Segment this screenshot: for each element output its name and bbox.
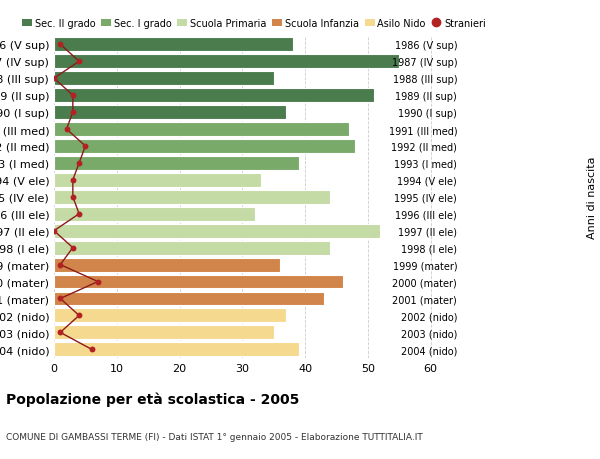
Point [49,75,59,83]
Point [93,278,103,285]
Point [55,261,65,269]
Bar [54,309,286,323]
Bar [54,106,286,120]
Bar [54,72,274,86]
Point [74,58,84,66]
Bar [54,275,343,289]
Point [68,177,77,184]
Bar [54,292,324,306]
Point [74,160,84,167]
Text: Popolazione per età scolastica - 2005: Popolazione per età scolastica - 2005 [6,392,299,406]
Text: Anni di nascita: Anni di nascita [587,156,597,239]
Bar [54,140,355,154]
Bar [54,190,330,204]
Bar [54,224,380,238]
Point [68,109,77,117]
Bar [54,38,293,52]
Bar [54,89,374,103]
Text: COMUNE DI GAMBASSI TERME (FI) - Dati ISTAT 1° gennaio 2005 - Elaborazione TUTTIT: COMUNE DI GAMBASSI TERME (FI) - Dati IST… [6,431,423,441]
Point [68,194,77,201]
Point [55,41,65,49]
Point [68,245,77,252]
Bar [54,55,399,69]
Bar [54,207,255,221]
Point [74,312,84,319]
Bar [54,241,330,255]
Bar [54,174,261,187]
Point [80,143,90,150]
Point [87,346,97,353]
Point [68,92,77,100]
Point [74,211,84,218]
Point [49,228,59,235]
Point [55,329,65,336]
Bar [54,342,299,357]
Point [62,126,71,134]
Bar [54,123,349,137]
Bar [54,157,299,170]
Legend: Sec. II grado, Sec. I grado, Scuola Primaria, Scuola Infanzia, Asilo Nido, Stran: Sec. II grado, Sec. I grado, Scuola Prim… [22,19,486,28]
Bar [54,326,274,340]
Point [55,295,65,302]
Bar [54,258,280,272]
